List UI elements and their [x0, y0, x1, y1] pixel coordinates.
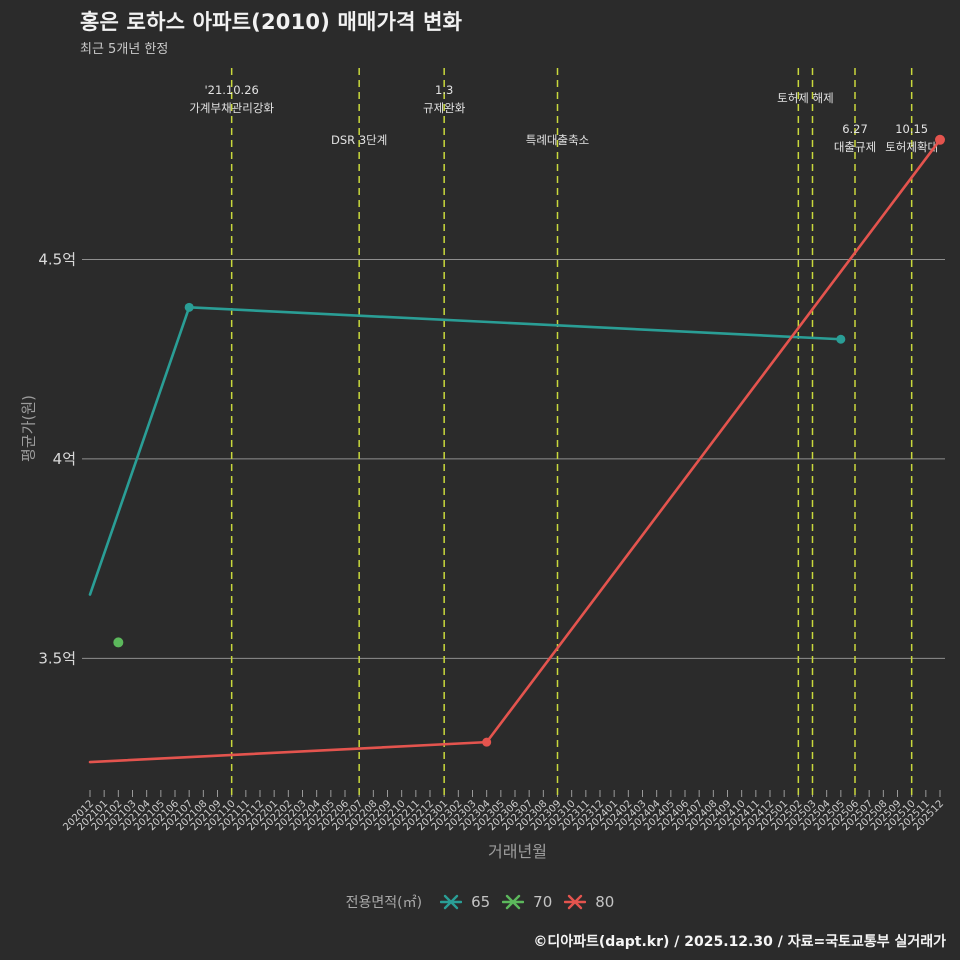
- legend-title: 전용면적(㎡): [345, 895, 423, 911]
- y-tick-label: 3.5억: [38, 649, 76, 667]
- event-annotation: 10.15: [895, 122, 928, 136]
- series-point-65-202505: [836, 334, 846, 344]
- asterisk-marker-icon: [564, 894, 587, 910]
- series-point-70-202102: [113, 637, 124, 648]
- event-annotation: '21.10.26: [204, 83, 258, 97]
- series-line-65: [88, 306, 843, 596]
- legend-item-label: 70: [533, 893, 553, 911]
- event-annotation: 6.27: [842, 122, 868, 136]
- y-tick-label: 4억: [53, 450, 76, 468]
- legend-item-65[interactable]: 65: [440, 893, 490, 911]
- page-subtitle: 최근 5개년 한정: [80, 42, 169, 57]
- legend-item-label: 65: [471, 893, 491, 911]
- series-point-65-202107: [184, 302, 194, 312]
- y-axis-title: 평균가(원): [19, 395, 38, 462]
- page-title: 홍은 로하스 아파트(2010) 매매가격 변화: [80, 10, 463, 34]
- y-tick-label: 4.5억: [38, 250, 76, 268]
- legend-item-label: 80: [595, 893, 615, 911]
- asterisk-marker-icon: [502, 894, 525, 910]
- legend-item-80[interactable]: 80: [564, 893, 614, 911]
- event-annotation: DSR 3단계: [331, 133, 387, 147]
- series-point-80-202304: [482, 737, 492, 747]
- event-annotation: 특례대출축소: [526, 133, 589, 147]
- series-point-80-202512: [935, 134, 945, 145]
- x-axis-title: 거래년월: [488, 842, 547, 861]
- event-annotation: 대출규제: [834, 140, 876, 154]
- event-annotation: 토허제확대: [885, 140, 938, 154]
- event-annotation: 가계부채관리강화: [189, 101, 274, 115]
- event-annotation: 규제완화: [423, 101, 466, 115]
- event-annotation: 1.3: [435, 83, 453, 97]
- legend-item-70[interactable]: 70: [502, 893, 552, 911]
- source-credit: ©디아파트(dapt.kr) / 2025.12.30 / 자료=국토교통부 실…: [533, 934, 946, 950]
- event-annotation: 토허제 해제: [777, 91, 834, 105]
- asterisk-marker-icon: [440, 894, 463, 910]
- legend: 전용면적(㎡) 65 70 80: [0, 892, 960, 912]
